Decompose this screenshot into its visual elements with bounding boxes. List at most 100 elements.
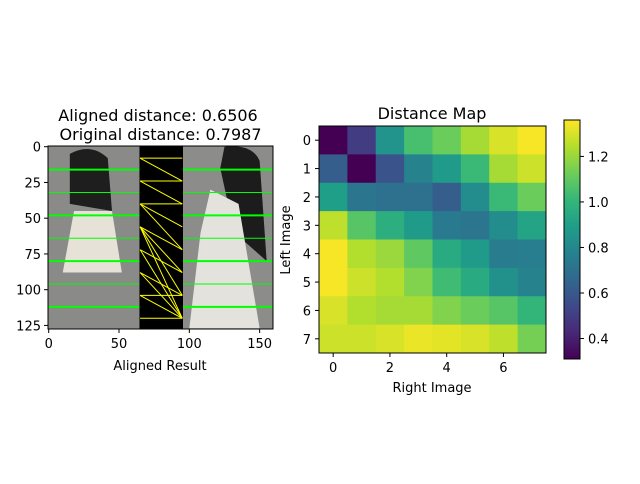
heatmap-cell — [375, 267, 405, 297]
heatmap-cell — [517, 154, 547, 184]
heatmap-cell — [460, 324, 490, 354]
heatmap-cell — [404, 324, 433, 354]
heatmap-cell — [517, 126, 547, 155]
heatmap-cell — [460, 211, 490, 240]
heatmap-cell — [347, 267, 377, 297]
heatmap-frame — [318, 125, 547, 354]
heatmap-cell — [375, 126, 405, 155]
left-photo-dress — [62, 211, 122, 273]
left-title-line1: Aligned distance: 0.6506 — [58, 106, 257, 125]
y-tick-label: 0 — [33, 141, 41, 156]
heatmap-cell — [347, 211, 377, 240]
heatmap-cell — [517, 267, 547, 297]
heatmap-cell — [460, 267, 490, 297]
y-tick-label: 75 — [24, 248, 41, 263]
right-photo-hair — [220, 146, 267, 262]
heatmap-cell — [432, 324, 462, 354]
x-tick-label: 50 — [111, 337, 128, 352]
heatmap-cell — [460, 182, 490, 212]
heatmap-cell — [489, 239, 519, 269]
left-ticks: 0 50 100 150 0 25 50 75 100 125 — [16, 141, 272, 352]
heatmap-cell — [404, 267, 433, 297]
colorbar-tick-label: 0.4 — [588, 333, 609, 348]
y-tick-label: 1 — [303, 163, 311, 178]
heatmap-cell — [489, 296, 519, 326]
heatmap-cell — [489, 182, 519, 212]
heatmap-cell — [404, 211, 433, 240]
y-tick-label: 0 — [303, 134, 311, 149]
heatmap-cell — [347, 324, 377, 354]
heatmap-cell — [432, 239, 462, 269]
heatmap-cell — [460, 296, 490, 326]
left-title-line2: Original distance: 0.7987 — [54, 125, 261, 144]
heatmap-cell — [319, 324, 348, 354]
heatmap-cell — [489, 324, 519, 354]
x-tick-label: 150 — [247, 337, 272, 352]
heatmap-cell — [375, 239, 405, 269]
heatmap-cell — [517, 239, 547, 269]
heatmap-cell — [517, 182, 547, 212]
heatmap-cell — [404, 126, 433, 155]
heatmap-cell — [517, 211, 547, 240]
heatmap-cell — [319, 211, 348, 240]
heatmap-cell — [489, 267, 519, 297]
alignment-band — [139, 146, 183, 329]
heatmap-cell — [319, 154, 348, 184]
y-tick-label: 3 — [303, 219, 311, 234]
y-tick-label: 25 — [24, 176, 41, 191]
heatmap-cell — [319, 182, 348, 212]
y-tick-label: 50 — [24, 212, 41, 227]
heatmap-cells — [319, 126, 547, 354]
heatmap-cell — [432, 267, 462, 297]
heatmap-cell — [432, 182, 462, 212]
heatmap-cell — [460, 126, 490, 155]
alignment-link — [139, 226, 183, 273]
heatmap-cell — [489, 126, 519, 155]
x-tick-label: 0 — [45, 337, 53, 352]
colorbar-tick-label: 1.0 — [588, 196, 609, 211]
alignment-link — [139, 203, 183, 250]
left-xlabel: Aligned Result — [113, 359, 206, 374]
y-tick-label: 125 — [16, 319, 41, 334]
heatmap-title: Distance Map — [378, 104, 487, 123]
colorbar-tick-label: 1.2 — [588, 150, 609, 165]
y-tick-label: 2 — [303, 191, 311, 206]
heatmap-cell — [347, 239, 377, 269]
y-tick-label: 6 — [303, 304, 311, 319]
heatmap-cell — [432, 296, 462, 326]
heatmap-cell — [319, 239, 348, 269]
heatmap-cell — [347, 126, 377, 155]
heatmap-cell — [375, 154, 405, 184]
heatmap-ylabel: Left Image — [279, 205, 294, 274]
heatmap-cell — [489, 154, 519, 184]
x-tick-label: 0 — [329, 361, 337, 376]
alignment-link — [139, 272, 183, 296]
alignment-link — [139, 180, 183, 205]
alignment-link — [139, 226, 183, 319]
heatmap-cell — [375, 182, 405, 212]
heatmap-ticks: 0 2 4 6 0 1 2 3 4 5 6 7 — [303, 134, 508, 376]
alignment-link — [139, 226, 183, 251]
heatmap-cell — [404, 154, 433, 184]
x-tick-label: 6 — [499, 361, 507, 376]
heatmap-cell — [375, 211, 405, 240]
heatmap-cell — [404, 296, 433, 326]
aligned-result-image — [48, 146, 273, 329]
heatmap-cell — [404, 239, 433, 269]
heatmap-cell — [404, 182, 433, 212]
left-photo-hair — [69, 149, 112, 212]
alignment-link — [139, 249, 183, 273]
heatmap-cell — [489, 211, 519, 240]
colorbar-tick-label: 0.8 — [588, 241, 609, 256]
heatmap-cell — [319, 296, 348, 326]
alignment-link — [139, 294, 183, 319]
heatmap-cell — [460, 239, 490, 269]
heatmap-cell — [319, 126, 348, 155]
colorbar-ticks: 0.4 0.6 0.8 1.0 1.2 — [580, 150, 609, 348]
heatmap-cell — [460, 154, 490, 184]
heatmap-cell — [517, 296, 547, 326]
x-tick-label: 2 — [386, 361, 394, 376]
heatmap-cell — [347, 296, 377, 326]
